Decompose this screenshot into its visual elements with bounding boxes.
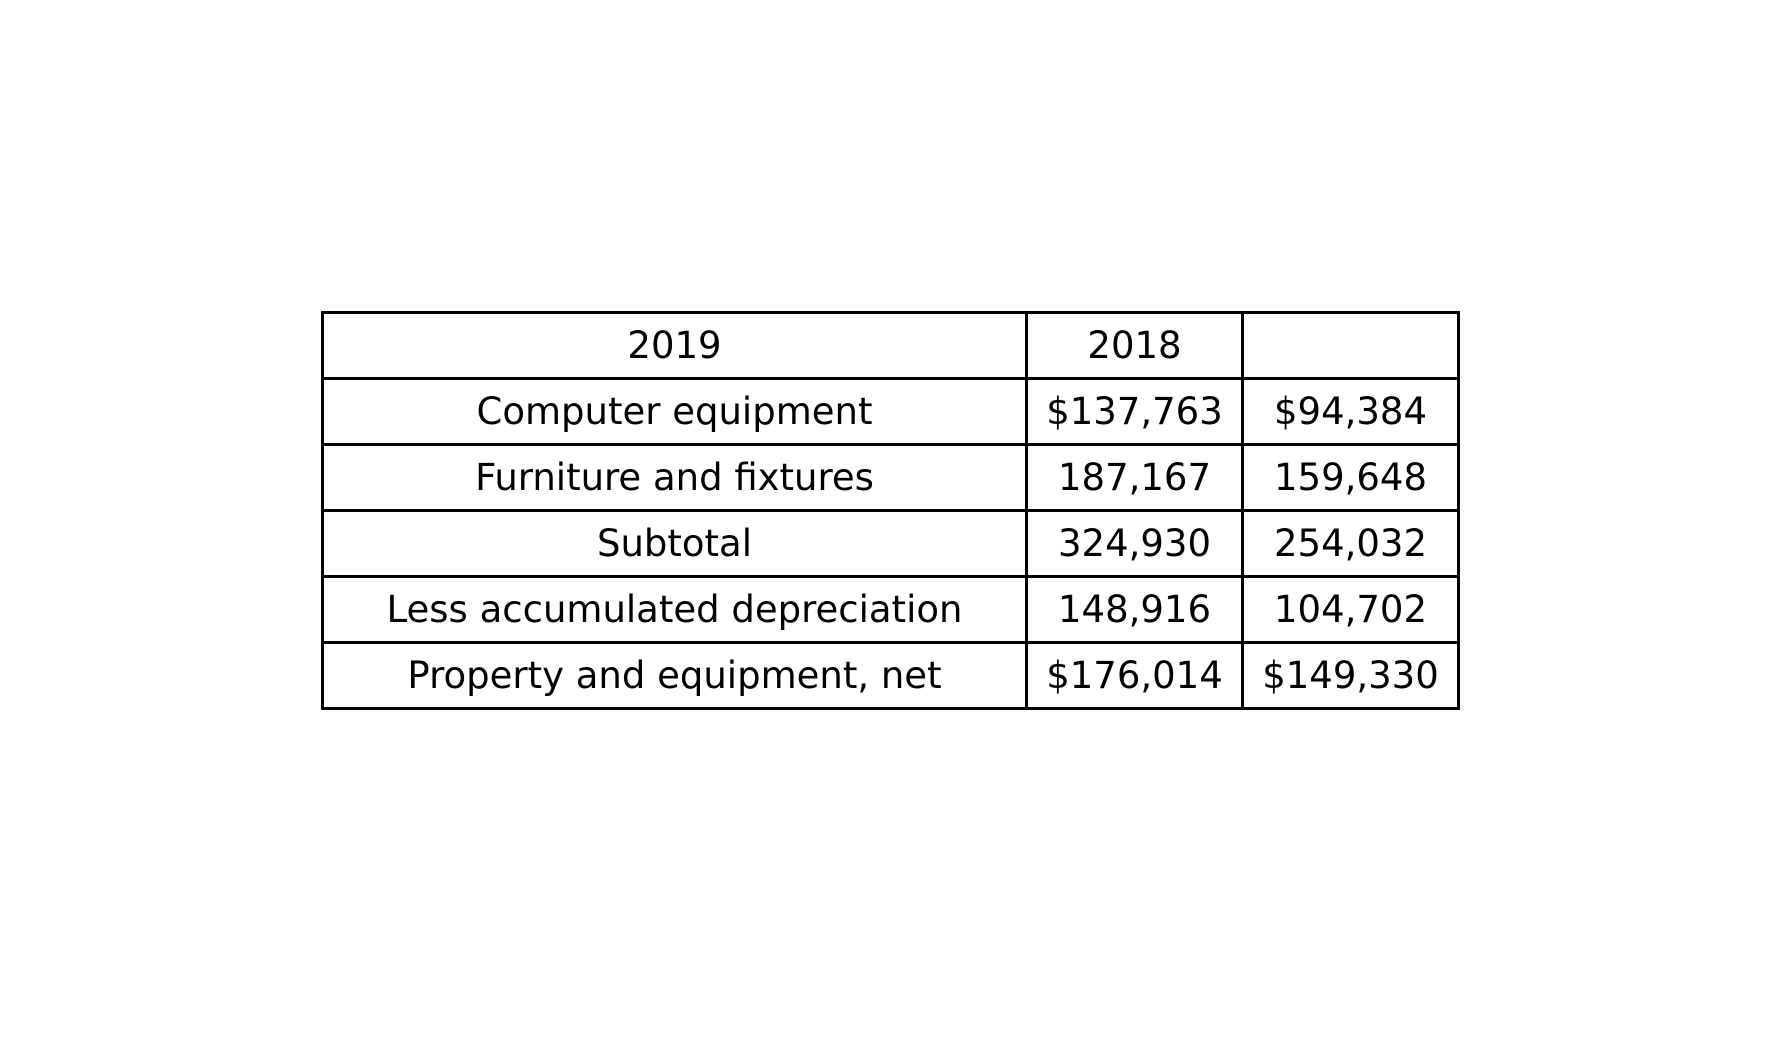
row-label: Furniture and fixtures xyxy=(321,443,1028,512)
column-header xyxy=(1241,311,1460,380)
table-row: Less accumulated depreciation 148,916 10… xyxy=(321,575,1460,644)
table-cell: 254,032 xyxy=(1241,509,1460,578)
table-row: Furniture and fixtures 187,167 159,648 xyxy=(321,443,1460,512)
row-label: Property and equipment, net xyxy=(321,641,1028,710)
table-cell: $137,763 xyxy=(1025,377,1244,446)
property-equipment-table: 2019 2018 Computer equipment $137,763 $9… xyxy=(321,311,1460,710)
table-cell: 187,167 xyxy=(1025,443,1244,512)
table-header-row: 2019 2018 xyxy=(321,311,1460,380)
table-cell: 324,930 xyxy=(1025,509,1244,578)
table-cell: $149,330 xyxy=(1241,641,1460,710)
column-header: 2018 xyxy=(1025,311,1244,380)
property-equipment-table-container: 2019 2018 Computer equipment $137,763 $9… xyxy=(321,311,1460,710)
row-label: Computer equipment xyxy=(321,377,1028,446)
table-cell: 148,916 xyxy=(1025,575,1244,644)
table-row: Subtotal 324,930 254,032 xyxy=(321,509,1460,578)
table-cell: $94,384 xyxy=(1241,377,1460,446)
row-label: Less accumulated depreciation xyxy=(321,575,1028,644)
table-cell: $176,014 xyxy=(1025,641,1244,710)
table-cell: 104,702 xyxy=(1241,575,1460,644)
table-row: Computer equipment $137,763 $94,384 xyxy=(321,377,1460,446)
column-header: 2019 xyxy=(321,311,1028,380)
table-cell: 159,648 xyxy=(1241,443,1460,512)
table-row: Property and equipment, net $176,014 $14… xyxy=(321,641,1460,710)
row-label: Subtotal xyxy=(321,509,1028,578)
